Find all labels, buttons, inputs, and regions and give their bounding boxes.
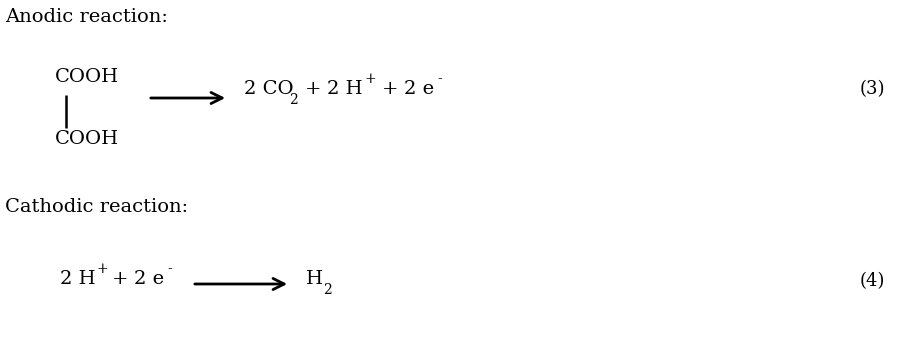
Text: (3): (3) [860, 80, 886, 98]
Text: +: + [97, 262, 109, 276]
Text: +: + [365, 72, 377, 86]
Text: (4): (4) [860, 272, 886, 290]
Text: 2 H: 2 H [327, 80, 362, 98]
Text: Anodic reaction:: Anodic reaction: [5, 8, 168, 26]
Text: 2: 2 [289, 93, 297, 107]
Text: +: + [305, 80, 322, 98]
Text: 2: 2 [323, 283, 332, 297]
Text: -: - [437, 72, 441, 86]
Text: -: - [167, 262, 172, 276]
Text: +: + [112, 270, 129, 288]
Text: H: H [306, 270, 323, 288]
Text: +: + [382, 80, 398, 98]
Text: 2 e: 2 e [134, 270, 164, 288]
Text: 2 CO: 2 CO [244, 80, 294, 98]
Text: COOH: COOH [55, 68, 119, 86]
Text: Cathodic reaction:: Cathodic reaction: [5, 198, 188, 216]
Text: COOH: COOH [55, 130, 119, 148]
Text: 2 H: 2 H [60, 270, 96, 288]
Text: 2 e: 2 e [404, 80, 434, 98]
